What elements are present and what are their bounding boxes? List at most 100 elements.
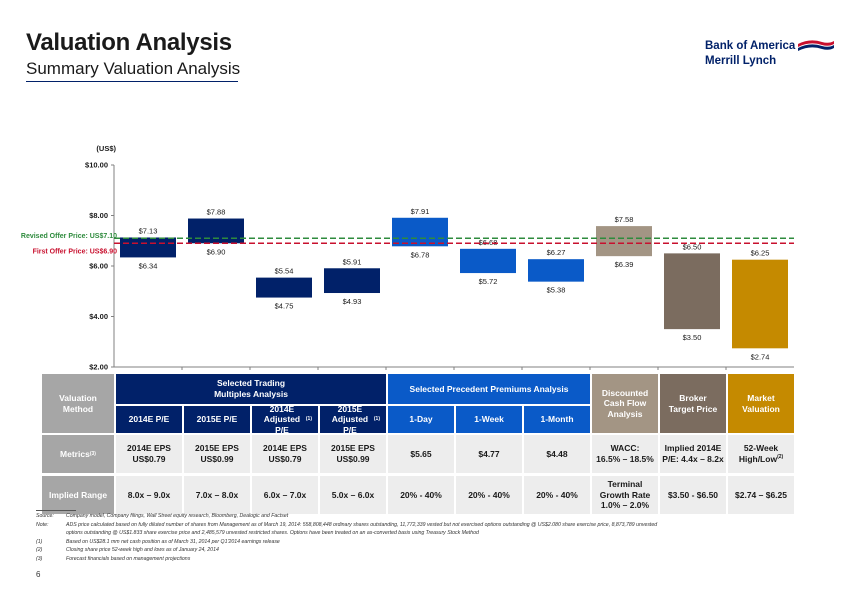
metric-line-1: Implied 2014E (664, 443, 722, 454)
bar-high-label: $6.50 (683, 242, 702, 251)
implied-line-l1: $3.50 - $6.50 (667, 489, 719, 500)
footnote-key: (1) (36, 538, 43, 545)
metric-cell-8: Implied 2014E P/E: 4.4x – 8.2x (660, 435, 726, 473)
metric-line-1: 2015E EPS (331, 443, 375, 454)
subheader-1: 2015E P/E (184, 406, 250, 433)
metric-line-1: 52-Week (743, 443, 779, 454)
subheader-label: 2015E Adjusted P/E (331, 403, 369, 435)
y-tick-label: $6.00 (89, 262, 108, 271)
metric-cell-0: 2014E EPS US$0.79 (116, 435, 182, 473)
bar-low-label: $4.93 (343, 297, 362, 306)
bar-high-label: $7.13 (139, 226, 158, 235)
logo-line-2: Merrill Lynch (705, 55, 777, 67)
group-header-broker-target: Broker Target Price (660, 374, 726, 433)
implied-range-label: Implied Range (42, 476, 114, 514)
metric-line-1: $4.48 (546, 448, 568, 459)
footnote-text: Closing share price 52-week high and low… (66, 547, 219, 554)
implied-line-l1: Terminal (607, 479, 643, 490)
page-title: Valuation Analysis (26, 29, 232, 56)
footnote-divider (36, 510, 76, 511)
metric-line-2: P/E: 4.4x – 8.2x (662, 454, 723, 465)
metric-cell-7: WACC: 16.5% – 18.5% (592, 435, 658, 473)
metric-cell-3: 2015E EPS US$0.99 (320, 435, 386, 473)
implied-cell-5: 20% - 40% (456, 476, 522, 514)
page-number: 6 (36, 570, 41, 579)
bar-low-label: $6.78 (411, 250, 430, 259)
metric-sup: (2) (777, 454, 784, 461)
subheader-sup: (1) (305, 416, 312, 423)
implied-line-l1: 20% - 40% (468, 489, 510, 500)
bar-high-label: $7.58 (615, 215, 634, 224)
y-tick-label: $2.00 (89, 363, 108, 372)
footnote-text: ADS price calculated based on fully dilu… (66, 521, 658, 528)
bar-high-label: $6.68 (479, 238, 498, 247)
metric-cell-6: $4.48 (524, 435, 590, 473)
implied-line-l1: 5.0x – 6.0x (331, 489, 375, 500)
group-header-precedent-premiums: Selected Precedent Premiums Analysis (388, 374, 590, 404)
subheader-sup: (1) (373, 416, 380, 423)
metric-line-2-text: 16.5% – 18.5% (596, 454, 654, 464)
metric-line-2-text: US$0.79 (268, 454, 302, 464)
valuation-chart: (US$) $2.00 $4.00 $6.00 $8.00 $10.00 $7.13 $6.3… (21, 144, 794, 372)
footnote-text: Company model, Company filings, Wall Str… (66, 513, 289, 519)
implied-line-l1: $2.74 – $6.25 (735, 489, 787, 500)
metric-line-2: US$0.79 (268, 454, 301, 465)
range-bar (392, 217, 448, 247)
bar-high-label: $5.54 (275, 267, 294, 276)
range-bar (188, 218, 244, 244)
footnotes: Source: Company model, Company filings, W… (36, 512, 826, 564)
metric-cell-9: 52-Week High/Low(2) (728, 435, 794, 473)
y-tick-label: $10.00 (85, 161, 108, 170)
footnote-row: (3) Forecast financials based on manageme… (36, 555, 826, 564)
range-bar (732, 259, 788, 349)
footnote-text: Forecast financials based on management … (66, 555, 191, 562)
group-header-dcf: Discounted Cash Flow Analysis (592, 374, 658, 433)
metric-line-1: WACC: (610, 443, 640, 454)
implied-cell-2: 6.0x – 7.0x (252, 476, 318, 514)
subheader-label: 1-Week (474, 414, 504, 425)
implied-cell-3: 5.0x – 6.0x (320, 476, 386, 514)
footnote-key (36, 529, 66, 538)
metric-line-2: 16.5% – 18.5% (596, 454, 654, 465)
metric-line-1: $5.65 (410, 448, 432, 459)
implied-cell-0: 8.0x – 9.0x (116, 476, 182, 514)
metric-line-2: US$0.79 (132, 454, 165, 465)
implied-line-l1: 6.0x – 7.0x (263, 489, 307, 500)
footnote-row: Source: Company model, Company filings, W… (36, 512, 826, 521)
implied-line-l1: 7.0x – 8.0x (195, 489, 239, 500)
footnote-key: (2) (36, 547, 43, 554)
bar-low-label: $2.74 (751, 352, 770, 361)
range-bar (460, 248, 516, 274)
bar-high-label: $6.25 (751, 249, 770, 258)
subheader-label: 1-Month (540, 414, 574, 425)
footnote-text: options outstanding @ US$1.833 share exe… (66, 530, 479, 537)
range-bar (664, 253, 720, 330)
y-axis-label: (US$) (96, 144, 116, 153)
footnote-row: options outstanding @ US$1.833 share exe… (36, 529, 826, 538)
subheader-5: 1-Week (456, 406, 522, 433)
range-bar (596, 226, 652, 257)
footnote-row: (1) Based on US$28.1 mm net cash position… (36, 538, 826, 547)
y-tick-label: $8.00 (89, 211, 108, 220)
implied-line-l1: 8.0x – 9.0x (127, 489, 171, 500)
y-tick-label: $4.00 (89, 312, 108, 321)
subheader-label: 2014E Adjusted P/E (263, 403, 301, 435)
group-header-trading-multiples: Selected Trading Multiples Analysis (116, 374, 386, 404)
bar-low-label: $5.38 (547, 286, 566, 295)
title-divider (26, 81, 238, 82)
metrics-label: Metrics (3) (42, 435, 114, 473)
reference-line-label: Revised Offer Price: US$7.10 (21, 233, 117, 240)
metric-line-1: 2014E EPS (127, 443, 171, 454)
implied-cell-1: 7.0x – 8.0x (184, 476, 250, 514)
bar-high-label: $7.88 (207, 208, 226, 217)
bar-low-label: $6.90 (207, 247, 226, 256)
bar-low-label: $5.72 (479, 277, 498, 286)
bar-low-label: $6.34 (139, 261, 158, 270)
page-subtitle: Summary Valuation Analysis (26, 59, 241, 78)
subheader-label: 2014E P/E (128, 414, 170, 425)
range-bar (256, 277, 312, 298)
footnote-text: Based on US$28.1 mm net cash position as… (66, 538, 280, 545)
implied-line-l1: 20% - 40% (536, 489, 578, 500)
metric-line-2: High/Low(2) (739, 454, 783, 465)
metric-line-1: $4.77 (478, 448, 500, 459)
